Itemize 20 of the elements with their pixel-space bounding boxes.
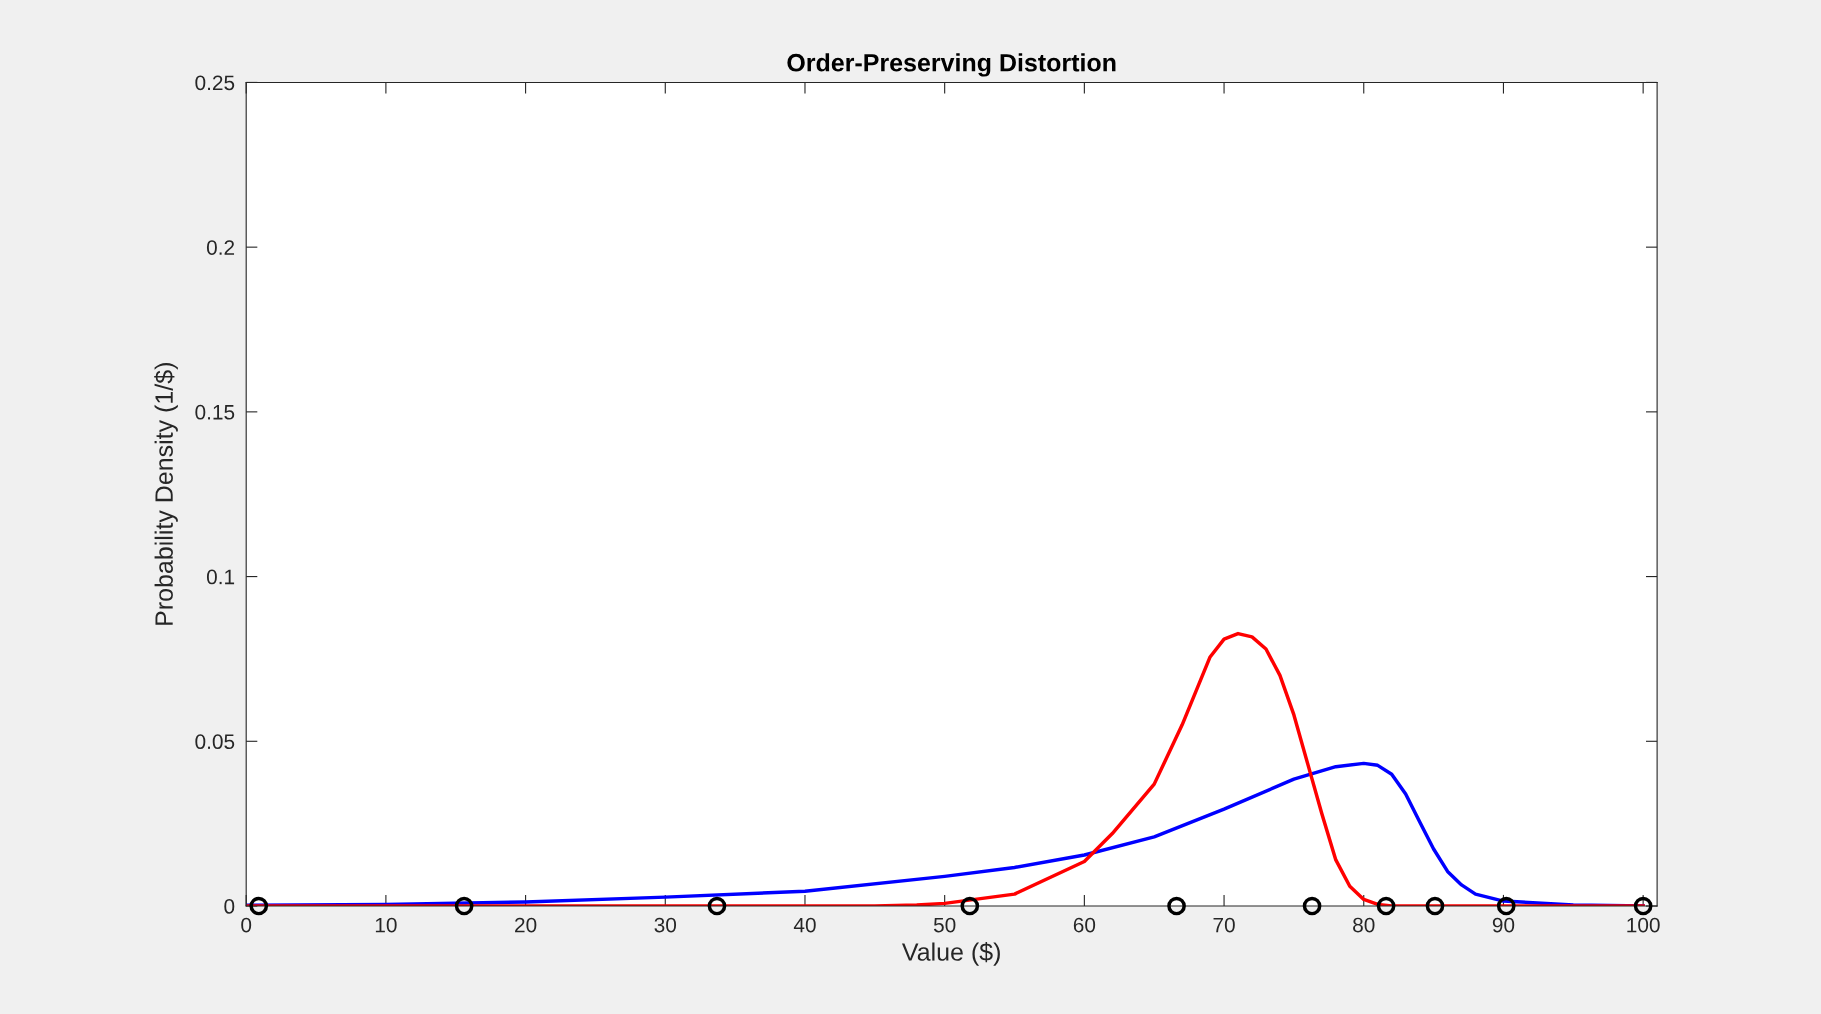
y-tick-label: 0.25	[195, 75, 235, 91]
x-tick-label: 80	[1353, 917, 1375, 933]
x-tick-label: 30	[654, 917, 677, 933]
x-tick-label: 70	[1213, 917, 1235, 933]
chart-title: Order-Preserving Distortion	[787, 53, 1116, 77]
x-tick-label: 40	[793, 917, 816, 933]
y-tick-label: 0.2	[206, 240, 235, 255]
y-axis-title: Probability Density (1/$)	[154, 363, 178, 625]
x-tick-label: 50	[933, 917, 956, 933]
x-tick-label: 100	[1627, 917, 1660, 933]
x-tick-label: 10	[375, 917, 397, 933]
x-tick-label: 0	[241, 917, 252, 933]
y-tick-label: 0.15	[195, 404, 235, 420]
y-tick-label: 0.1	[206, 569, 235, 585]
y-tick-label: 0	[224, 899, 235, 914]
x-tick-label: 20	[515, 917, 537, 933]
y-tick-label: 0.05	[195, 734, 235, 750]
x-tick-label: 60	[1073, 917, 1096, 933]
x-tick-label: 90	[1492, 917, 1515, 933]
x-axis-title: Value ($)	[901, 942, 1000, 966]
